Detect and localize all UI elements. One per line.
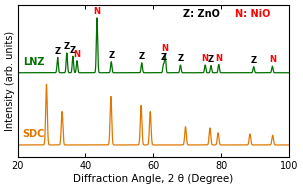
Text: Z: Z — [139, 52, 145, 61]
Text: Z: Z — [55, 47, 61, 56]
Text: Z: Z — [251, 56, 257, 65]
Text: N: N — [215, 54, 222, 63]
Y-axis label: Intensity (arb. units): Intensity (arb. units) — [5, 31, 15, 131]
Text: Z: Z — [108, 51, 114, 60]
Text: Z: Z — [177, 54, 184, 63]
Text: Z: Z — [160, 53, 167, 62]
Text: N: NiO: N: NiO — [235, 9, 270, 19]
X-axis label: Diffraction Angle, 2 θ (Degree): Diffraction Angle, 2 θ (Degree) — [73, 174, 233, 184]
Text: N: N — [162, 44, 169, 53]
Text: Z: Z — [70, 46, 76, 55]
Text: Z: Z — [64, 42, 70, 51]
Text: N: N — [74, 50, 81, 59]
Text: Z: ZnO: Z: ZnO — [183, 9, 220, 19]
Text: Z: Z — [208, 55, 214, 64]
Text: N: N — [202, 54, 209, 63]
Text: N: N — [94, 7, 101, 16]
Text: SDC: SDC — [23, 129, 45, 139]
Text: N: N — [269, 55, 276, 64]
Text: LNZ: LNZ — [23, 57, 44, 67]
